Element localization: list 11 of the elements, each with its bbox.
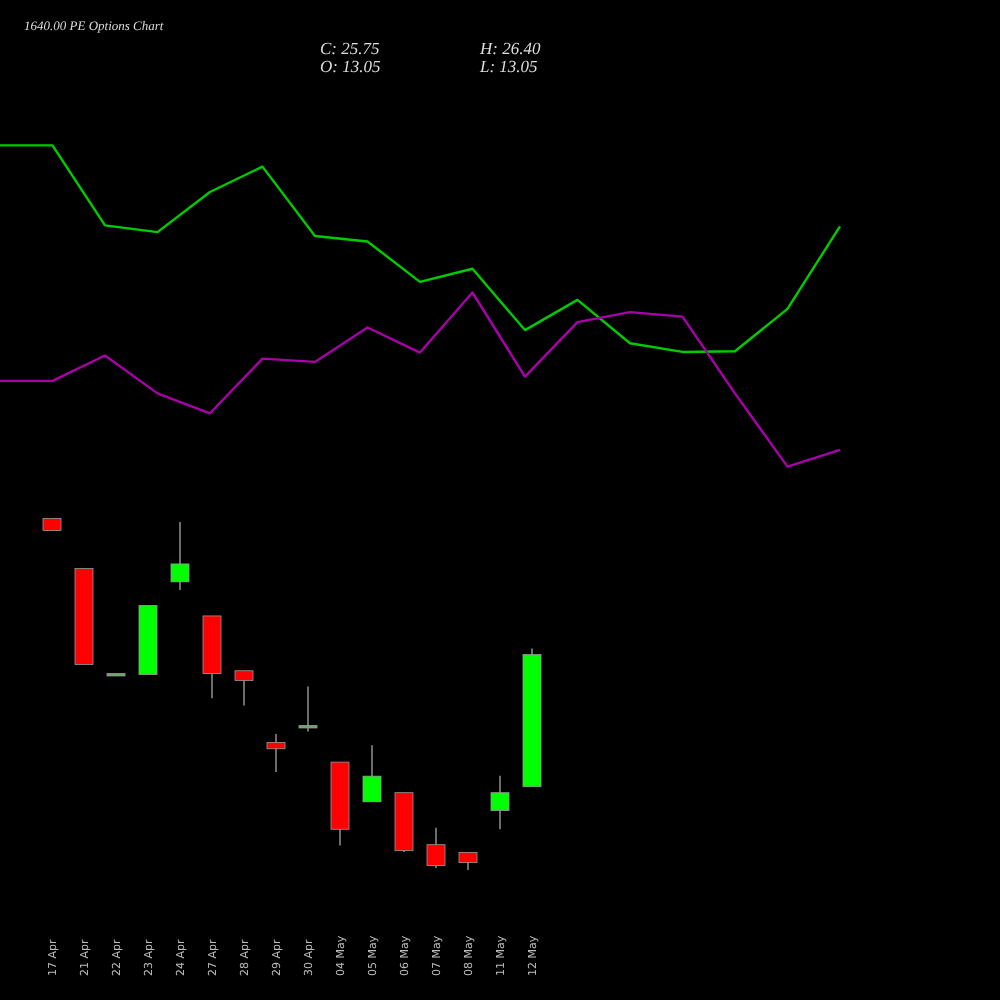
candlestick — [170, 521, 190, 591]
text: H: 26.40 — [478, 38, 542, 58]
candlestick — [234, 669, 254, 707]
candlestick — [298, 685, 318, 733]
candlestick — [426, 827, 446, 869]
text: C: 25.75 — [320, 38, 380, 58]
text: L: 13.05 — [478, 56, 538, 76]
candlestick — [266, 733, 286, 773]
candlestick — [490, 775, 510, 831]
text: O: 13.05 — [320, 56, 381, 76]
candlestick — [362, 744, 382, 803]
